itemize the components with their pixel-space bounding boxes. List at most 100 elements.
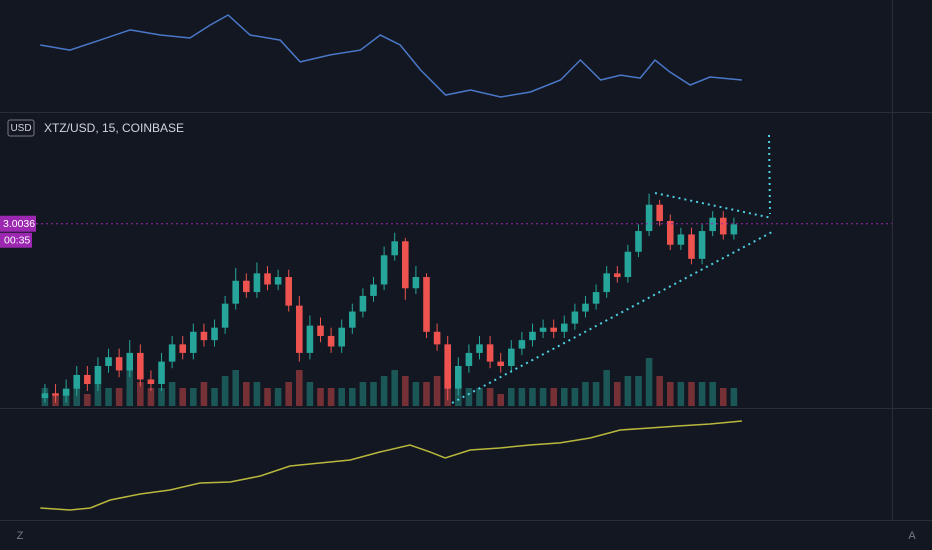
candle-body xyxy=(656,204,663,222)
candle-body xyxy=(465,352,473,367)
labels: 3.0036 00:35 xyxy=(0,215,36,248)
candle-body xyxy=(243,280,250,293)
volume-bar xyxy=(433,376,441,406)
trend-line xyxy=(451,231,773,404)
volume-bar xyxy=(486,388,494,406)
candle-body xyxy=(137,352,144,380)
volume-bar xyxy=(677,382,685,406)
volume-bar xyxy=(115,388,123,406)
candle-body xyxy=(550,327,557,332)
volume-bar xyxy=(179,388,187,406)
candle-body xyxy=(84,374,91,385)
candle-body xyxy=(285,277,292,306)
candle-body xyxy=(571,311,579,324)
candle-body xyxy=(105,357,112,367)
candle-body xyxy=(253,273,261,293)
candle-body xyxy=(147,379,155,385)
candle-body xyxy=(666,221,674,245)
candle-body xyxy=(476,344,483,353)
candle-body xyxy=(211,327,218,341)
candle-body xyxy=(73,374,81,389)
volume-bar xyxy=(529,388,536,406)
candle-body xyxy=(264,273,271,285)
candle-body xyxy=(508,348,515,367)
volume-bar xyxy=(582,382,589,406)
volume-bar xyxy=(264,388,271,406)
volume-bar xyxy=(158,388,165,406)
candle-body xyxy=(412,277,420,289)
candle-body xyxy=(221,303,229,328)
currency: USD xyxy=(10,123,31,134)
volume-bar xyxy=(688,382,695,406)
volume-bar xyxy=(635,376,642,406)
volume-bar xyxy=(666,382,674,406)
volume-bar xyxy=(539,388,547,406)
candle-body xyxy=(624,251,632,278)
candle-body xyxy=(455,366,462,389)
volume-bar xyxy=(370,382,377,406)
volume-bar xyxy=(285,382,292,406)
candle-body xyxy=(635,231,642,252)
volume-bar xyxy=(402,376,409,406)
candle-body xyxy=(709,217,716,232)
trend-line xyxy=(768,134,771,215)
marks xyxy=(36,14,892,511)
volume-bar xyxy=(656,376,663,406)
candle-body xyxy=(677,234,685,245)
volume-bar xyxy=(465,388,473,406)
volume-bar xyxy=(168,382,176,406)
candle-body xyxy=(613,273,621,278)
volume-bar xyxy=(645,358,653,406)
candle-body xyxy=(645,204,653,232)
candle-body xyxy=(698,231,706,259)
candle-body xyxy=(274,277,282,285)
candle-body xyxy=(603,273,610,293)
volume-bar xyxy=(296,370,303,406)
drawings xyxy=(451,134,773,404)
candle-body xyxy=(391,241,398,256)
candle-body xyxy=(380,255,388,285)
candle-body xyxy=(41,393,49,398)
volume-bar xyxy=(613,382,621,406)
candle-body xyxy=(115,357,123,371)
countdown-label: 00:35 xyxy=(4,235,30,247)
volume-bar xyxy=(73,388,81,406)
candle-body xyxy=(306,325,314,353)
candle-body xyxy=(719,217,727,235)
candle-body xyxy=(126,352,134,371)
currency-badge[interactable] xyxy=(7,119,35,137)
candle-body xyxy=(296,305,303,353)
candle-body xyxy=(539,327,547,332)
candle-body xyxy=(592,292,600,304)
volume-bar xyxy=(550,388,557,406)
volume-bar xyxy=(126,370,134,406)
volume-bar xyxy=(232,370,240,406)
volume-bar xyxy=(243,382,250,406)
volume-bar xyxy=(200,382,208,406)
volume-bar xyxy=(359,382,367,406)
candle-body xyxy=(317,325,324,336)
auto-scale-button[interactable]: A xyxy=(908,530,916,542)
candle-body xyxy=(518,340,526,349)
candle-body xyxy=(62,388,70,396)
candle-body xyxy=(200,331,208,341)
volume-bar xyxy=(274,388,282,406)
candle-body xyxy=(168,344,176,362)
candle-body xyxy=(232,280,240,304)
candle-body xyxy=(444,344,451,389)
candle-body xyxy=(327,335,335,347)
chart-title: XTZ/USD, 15, COINBASE xyxy=(44,121,184,135)
candle-body xyxy=(94,366,102,385)
volume-bar xyxy=(571,388,579,406)
candle-body xyxy=(338,327,345,347)
volume-bar xyxy=(423,382,430,406)
volume-bar xyxy=(327,388,335,406)
volume-bar xyxy=(221,376,229,406)
volume-bar xyxy=(338,388,345,406)
volume-bar xyxy=(518,388,526,406)
candle-body xyxy=(433,331,441,345)
candle-body xyxy=(402,241,409,289)
zoom-button[interactable]: Z xyxy=(17,530,24,542)
